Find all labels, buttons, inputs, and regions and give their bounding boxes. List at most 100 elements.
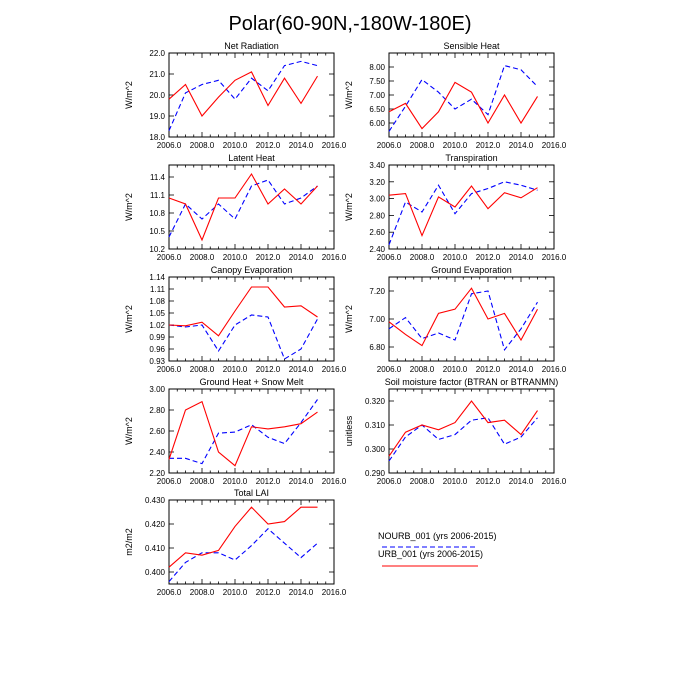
y-tick-label: 0.400 (145, 568, 166, 577)
y-tick-label: 3.40 (369, 161, 385, 170)
y-tick-label: 3.00 (149, 385, 165, 394)
x-tick-label: 2016.0 (542, 141, 567, 150)
x-tick-label: 2012.0 (476, 141, 501, 150)
x-tick-label: 2014.0 (509, 365, 534, 374)
y-tick-label: 2.40 (369, 245, 385, 254)
x-tick-label: 2010.0 (443, 365, 468, 374)
y-tick-label: 10.5 (149, 227, 165, 236)
y-tick-label: 7.20 (369, 287, 385, 296)
y-tick-label: 11.4 (150, 173, 166, 182)
x-tick-label: 2006.0 (157, 365, 182, 374)
y-axis-label: W/m^2 (344, 81, 354, 109)
y-axis-label: W/m^2 (344, 193, 354, 221)
series-line-urb-001 (168, 172, 318, 242)
series-line-nourb-001 (388, 290, 538, 351)
y-tick-label: 7.00 (369, 91, 385, 100)
panel-title: Total LAI (234, 488, 269, 498)
x-tick-label: 2014.0 (289, 588, 314, 597)
x-tick-label: 2014.0 (289, 141, 314, 150)
y-tick-label: 0.430 (145, 496, 166, 505)
y-tick-label: 2.60 (149, 427, 165, 436)
x-tick-label: 2016.0 (322, 477, 347, 486)
x-tick-label: 2006.0 (157, 477, 182, 486)
x-tick-label: 2012.0 (256, 141, 281, 150)
y-tick-label: 22.0 (149, 49, 165, 58)
y-tick-label: 0.300 (365, 445, 386, 454)
panel-title: Net Radiation (224, 41, 279, 51)
x-tick-label: 2010.0 (223, 365, 248, 374)
series-line-urb-001 (168, 506, 318, 568)
x-tick-label: 2006.0 (377, 141, 402, 150)
y-tick-label: 1.11 (150, 285, 166, 294)
y-tick-label: 0.320 (365, 397, 386, 406)
panel-title: Ground Heat + Snow Melt (200, 377, 304, 387)
y-tick-label: 2.80 (149, 406, 165, 415)
x-tick-label: 2012.0 (476, 477, 501, 486)
plot-frame (168, 276, 335, 362)
panel-ground-evaporation: Ground Evaporation W/m^2 2006.0 2008.0 2010.… (344, 265, 567, 374)
plot-frame (168, 164, 335, 250)
y-axis-label: m2/m2 (124, 528, 134, 556)
y-tick-label: 3.20 (369, 178, 385, 187)
series-line-nourb-001 (388, 417, 538, 462)
x-tick-label: 2010.0 (443, 477, 468, 486)
series-line-nourb-001 (168, 179, 318, 238)
series-line-urb-001 (388, 400, 538, 457)
x-tick-label: 2008.0 (410, 477, 435, 486)
series-line-nourb-001 (168, 314, 318, 360)
y-axis-label: W/m^2 (124, 417, 134, 445)
panel-latent-heat: Latent Heat W/m^2 2006.0 2008.0 2010.0 2012.0… (124, 153, 347, 262)
x-tick-label: 2012.0 (256, 588, 281, 597)
x-tick-label: 2014.0 (289, 365, 314, 374)
y-tick-label: 1.02 (149, 321, 165, 330)
x-tick-label: 2014.0 (509, 253, 534, 262)
y-axis-label: W/m^2 (124, 193, 134, 221)
y-tick-label: 2.60 (369, 228, 385, 237)
x-tick-label: 2006.0 (377, 365, 402, 374)
x-tick-label: 2010.0 (223, 588, 248, 597)
y-axis-label: unitless (344, 415, 354, 446)
y-tick-label: 19.0 (149, 112, 165, 121)
series-line-nourb-001 (388, 64, 538, 132)
y-axis-label: W/m^2 (344, 305, 354, 333)
figure-title: Polar(60-90N,-180W-180E) (228, 13, 471, 35)
y-tick-label: 6.50 (369, 105, 385, 114)
y-tick-label: 11.1 (150, 191, 166, 200)
legend: NOURB_001 (yrs 2006-2015) URB_001 (yrs 20… (378, 531, 497, 567)
x-tick-label: 2008.0 (190, 141, 215, 150)
y-tick-label: 20.0 (149, 91, 165, 100)
x-tick-label: 2008.0 (190, 365, 215, 374)
y-tick-label: 0.420 (145, 520, 166, 529)
x-tick-label: 2006.0 (377, 253, 402, 262)
panel-title: Sensible Heat (443, 41, 500, 51)
panel-total-lai: Total LAI m2/m2 2006.0 2008.0 2010.0 2012.0 20… (124, 488, 347, 597)
y-tick-label: 7.50 (369, 77, 385, 86)
y-tick-label: 10.8 (149, 209, 165, 218)
panel-title: Soil moisture factor (BTRAN or BTRANMN) (385, 377, 559, 387)
x-tick-label: 2012.0 (476, 253, 501, 262)
y-tick-label: 0.310 (365, 421, 386, 430)
y-tick-label: 18.0 (149, 133, 165, 142)
panel-sensible-heat: Sensible Heat W/m^2 2006.0 2008.0 2010.0 2012… (344, 41, 567, 150)
y-tick-label: 0.99 (149, 333, 165, 342)
x-tick-label: 2006.0 (377, 477, 402, 486)
y-tick-label: 1.05 (149, 309, 165, 318)
x-tick-label: 2006.0 (157, 253, 182, 262)
y-axis-label: W/m^2 (124, 81, 134, 109)
y-tick-label: 1.08 (149, 297, 165, 306)
x-tick-label: 2010.0 (223, 141, 248, 150)
y-tick-label: 3.00 (369, 195, 385, 204)
x-tick-label: 2014.0 (289, 477, 314, 486)
series-line-nourb-001 (388, 181, 538, 245)
x-tick-label: 2006.0 (157, 141, 182, 150)
y-tick-label: 0.96 (149, 345, 165, 354)
panel-title: Latent Heat (228, 153, 275, 163)
panel-title: Transpiration (445, 153, 497, 163)
y-tick-label: 2.80 (369, 211, 385, 220)
x-tick-label: 2010.0 (223, 253, 248, 262)
panels-group: Net Radiation W/m^2 2006.0 2008.0 2010.0 2012… (124, 41, 567, 597)
y-tick-label: 2.40 (149, 448, 165, 457)
plot-frame (168, 499, 335, 585)
y-tick-label: 10.2 (149, 245, 165, 254)
